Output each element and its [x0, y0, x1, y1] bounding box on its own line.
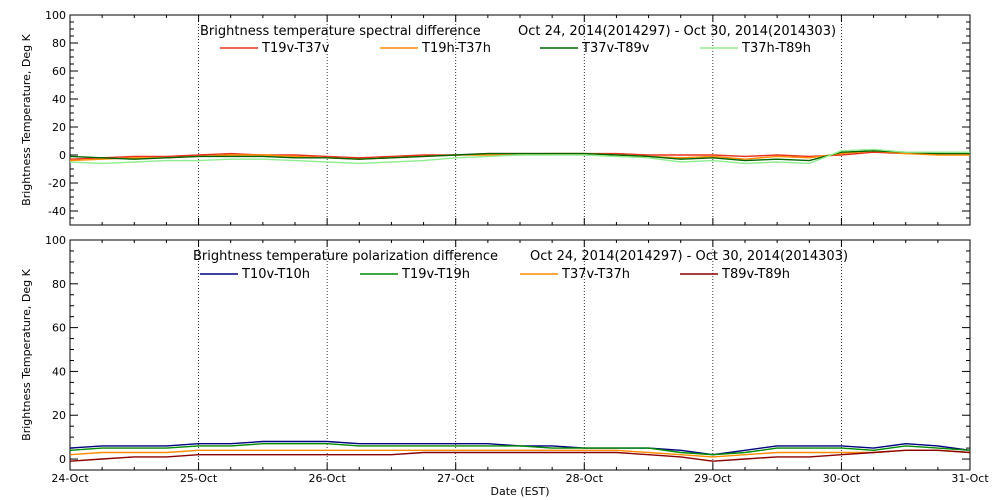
y-tick-label: 0 — [59, 453, 66, 466]
legend-label: T89v-T89h — [721, 267, 790, 282]
y-tick-label: 40 — [52, 93, 66, 106]
x-tick-label: 31-Oct — [951, 472, 989, 485]
legend-label: T37v-T37h — [561, 267, 630, 282]
x-tick-label: 24-Oct — [51, 472, 89, 485]
y-tick-label: -40 — [48, 205, 66, 218]
y-tick-label: -20 — [48, 177, 66, 190]
y-tick-label: 20 — [52, 121, 66, 134]
chart-title: Brightness temperature spectral differen… — [200, 24, 481, 39]
polarization-difference-chart: 24-Oct 25-Oct 26-Oct 27-Oct 28-Oct 29-Oct 30-O… — [20, 234, 989, 485]
legend-label: T19v-T37v — [261, 41, 330, 56]
legend-label: T19h-T37h — [421, 41, 491, 56]
series-line-t37v-t37h — [69, 449, 971, 458]
y-tick-label: 40 — [52, 365, 66, 378]
y-axis-label: Brightness Temperature, Deg K — [20, 268, 33, 440]
y-tick-label: 100 — [45, 9, 66, 22]
series-line-t89v-t89h — [69, 449, 971, 462]
x-tick-label: 26-Oct — [308, 472, 346, 485]
y-axis-label: Brightness Temperature, Deg K — [20, 33, 33, 205]
y-tick-label: 80 — [52, 37, 66, 50]
legend-label: T10v-T10h — [241, 267, 310, 282]
legend-label: T37v-T89v — [581, 41, 650, 56]
x-tick-label: 27-Oct — [437, 472, 475, 485]
spectral-difference-chart: -40 -20 0 20 40 60 80 100 Brightness Temperature… — [20, 9, 971, 226]
y-tick-label: 60 — [52, 65, 66, 78]
x-tick-label: 30-Oct — [823, 472, 861, 485]
chart-title: Brightness temperature polarization diff… — [193, 249, 498, 264]
y-tick-label: 0 — [59, 149, 66, 162]
series-line-t19v-t19h — [69, 443, 971, 456]
y-tick-label: 60 — [52, 322, 66, 335]
plot-frame — [69, 14, 971, 226]
y-tick-label: 100 — [45, 234, 66, 247]
y-tick-label: 20 — [52, 409, 66, 422]
chart-date-range: Oct 24, 2014(2014297) - Oct 30, 2014(201… — [530, 249, 848, 264]
x-tick-label: 25-Oct — [180, 472, 218, 485]
y-tick-label: 80 — [52, 278, 66, 291]
chart-date-range: Oct 24, 2014(2014297) - Oct 30, 2014(201… — [518, 24, 836, 39]
x-tick-label: 29-Oct — [694, 472, 732, 485]
x-axis-label: Date (EST) — [490, 485, 549, 498]
legend-label: T19v-T19h — [401, 267, 470, 282]
series-line-t37h-t89h — [69, 148, 970, 165]
legend-label: T37h-T89h — [741, 41, 811, 56]
x-tick-label: 28-Oct — [566, 472, 604, 485]
series-line-t37v-t89v — [69, 150, 970, 162]
